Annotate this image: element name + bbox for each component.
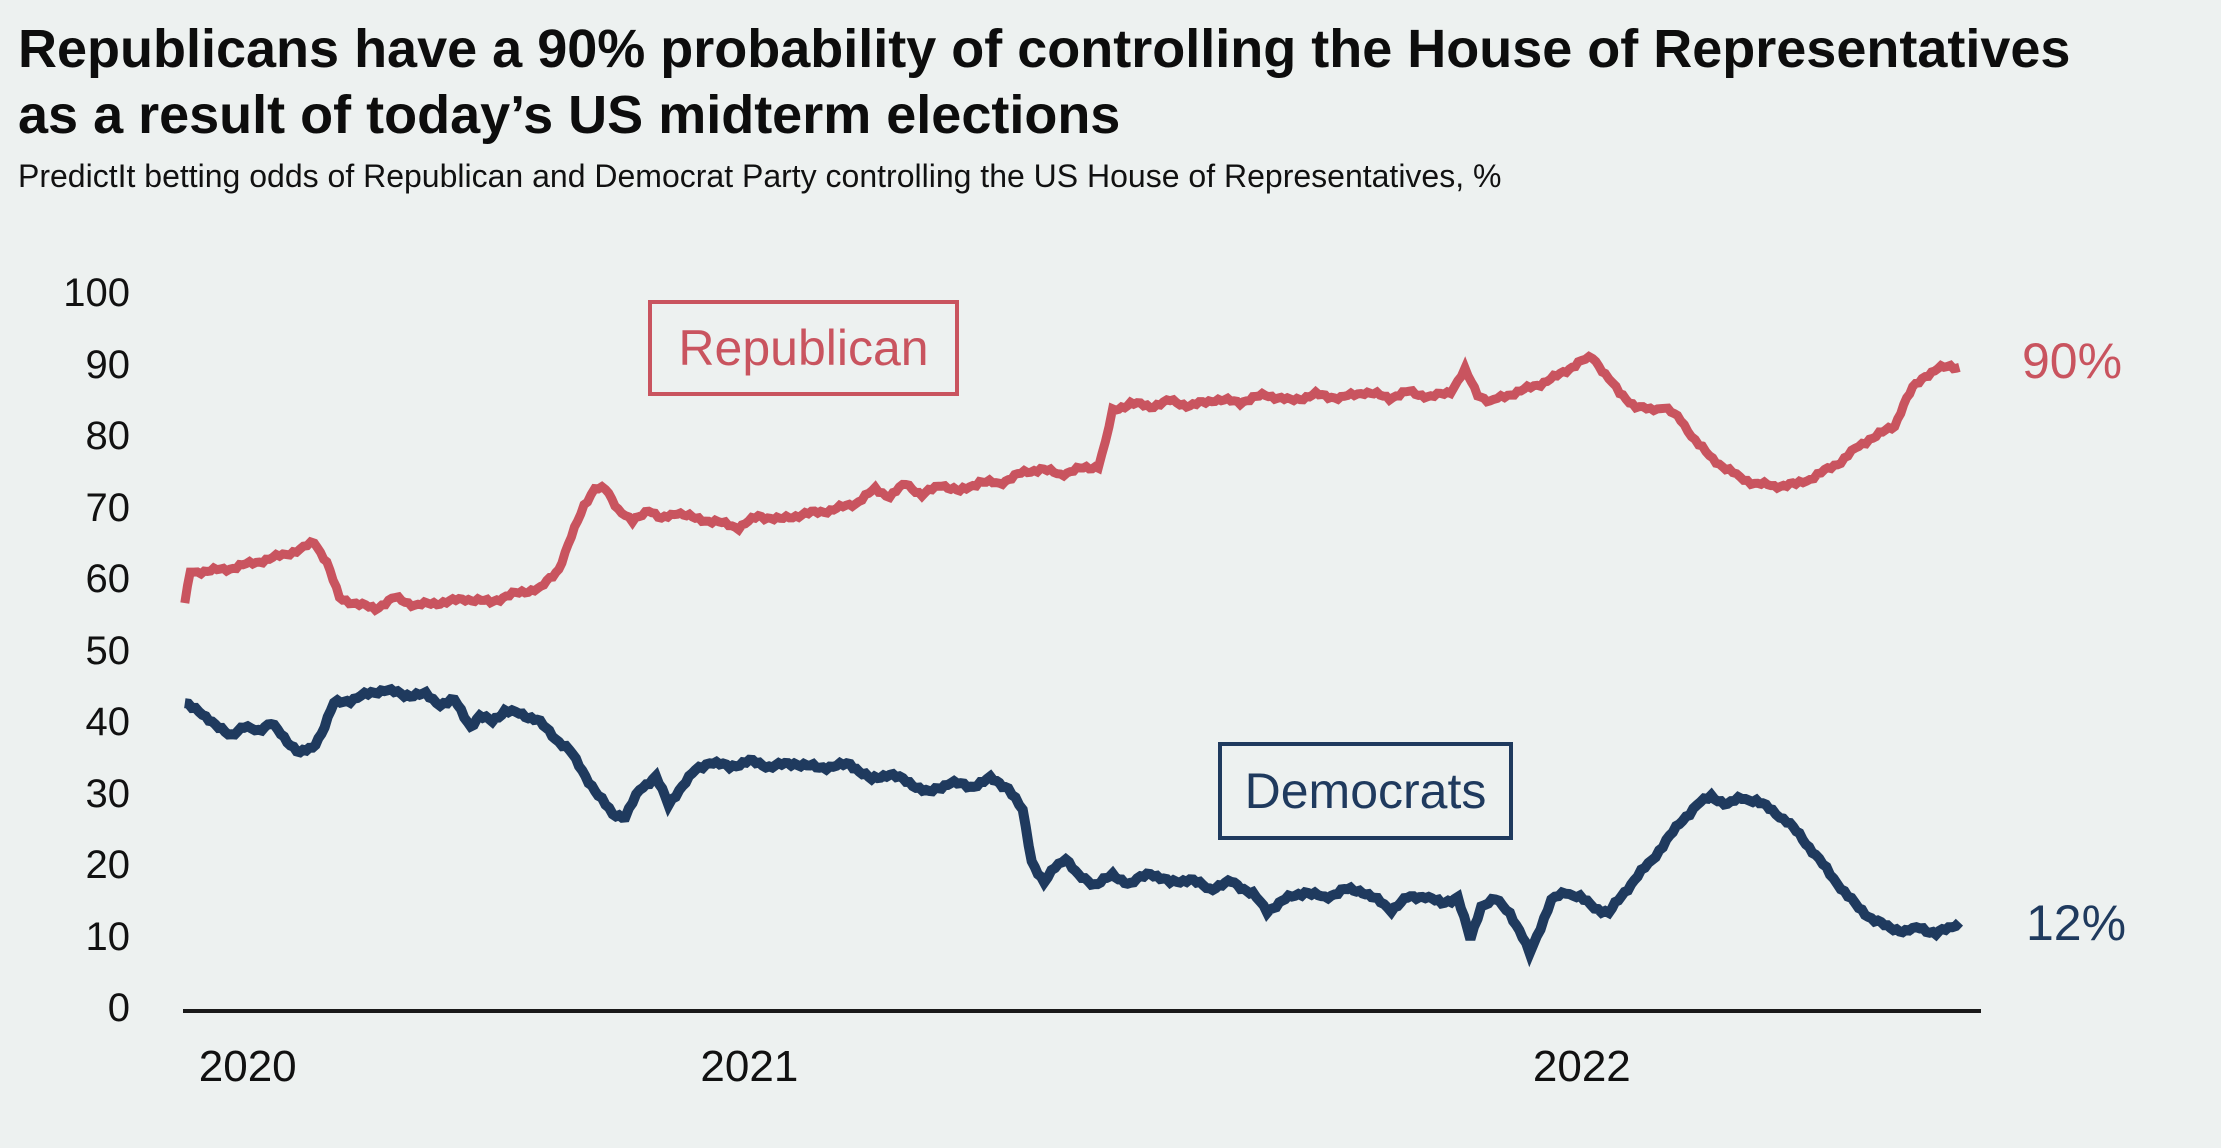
y-axis-tick-label-100: 100 [63, 271, 130, 315]
y-axis-tick-label-30: 30 [85, 771, 131, 816]
chart-subtitle: PredictIt betting odds of Republican and… [18, 158, 1502, 194]
chart-title-line1: Republicans have a 90% probability of co… [18, 19, 2071, 79]
democrats-series-label: Democrats [1244, 763, 1487, 819]
chart-title: Republicans have a 90% probability of co… [18, 16, 2198, 148]
x-axis-tick-label-2021: 2021 [700, 1042, 799, 1091]
democrats-end-value-label: 12% [2026, 895, 2127, 951]
x-axis-tick-label-2022: 2022 [1532, 1042, 1631, 1091]
y-axis-tick-label-90: 90 [85, 342, 131, 387]
republican-series-label-box: Republican [648, 300, 959, 396]
y-axis-tick-label-50: 50 [85, 628, 131, 673]
republican-series-label: Republican [678, 320, 929, 376]
y-axis-tick-label-80: 80 [85, 414, 131, 458]
y-axis-tick-label-70: 70 [85, 485, 131, 530]
y-axis-tick-label-60: 60 [85, 557, 131, 601]
y-axis-tick-label-0: 0 [107, 986, 130, 1030]
republican-end-value-label: 90% [2022, 333, 2123, 389]
y-axis-tick-label-20: 20 [85, 843, 131, 887]
democrats-line [184, 683, 1964, 968]
y-axis-tick-label-10: 10 [85, 914, 131, 959]
democrats-series-label-box: Democrats [1218, 742, 1513, 840]
y-axis-tick-label-40: 40 [85, 700, 131, 744]
chart-title-line2: as a result of today’s US midterm electi… [18, 85, 1121, 145]
republican-line [180, 351, 1961, 616]
x-axis-tick-label-2020: 2020 [198, 1042, 297, 1091]
